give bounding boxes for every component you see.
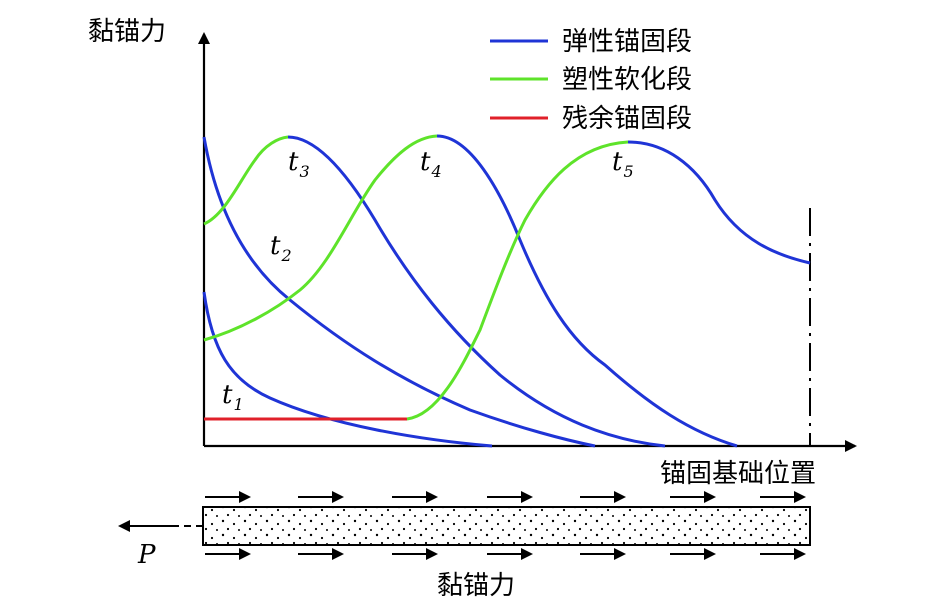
curve-label-t5: t5: [612, 147, 634, 181]
curve-label-t4: t4: [420, 147, 442, 181]
legend-label-elastic: 弹性锚固段: [562, 27, 692, 57]
curve-t1: [202, 291, 493, 448]
legend-label-residual: 残余锚固段: [562, 104, 692, 134]
curve-t5-elastic: [627, 140, 811, 265]
pull-force-label: P: [137, 540, 156, 570]
legend: 弹性锚固段 塑性软化段 残余锚固段: [490, 27, 692, 134]
anchor-bar: [202, 506, 811, 546]
curve-label-t2: t2: [270, 231, 292, 265]
x-axis-label: 锚固基础位置: [660, 459, 816, 489]
curve-t3-plastic: [203, 135, 289, 226]
y-axis-label: 黏锚力: [88, 17, 166, 47]
curve-t4-elastic: [436, 134, 738, 448]
curve-t2: [202, 136, 596, 448]
curve-label-t3: t3: [288, 147, 310, 181]
legend-label-plastic: 塑性软化段: [562, 65, 692, 95]
curve-t3-elastic: [287, 135, 666, 448]
curve-label-t1: t1: [222, 380, 244, 414]
bond-force-label: 黏锚力: [437, 571, 515, 601]
curve-t4-plastic: [203, 134, 438, 342]
curve-t5-plastic: [406, 140, 629, 421]
